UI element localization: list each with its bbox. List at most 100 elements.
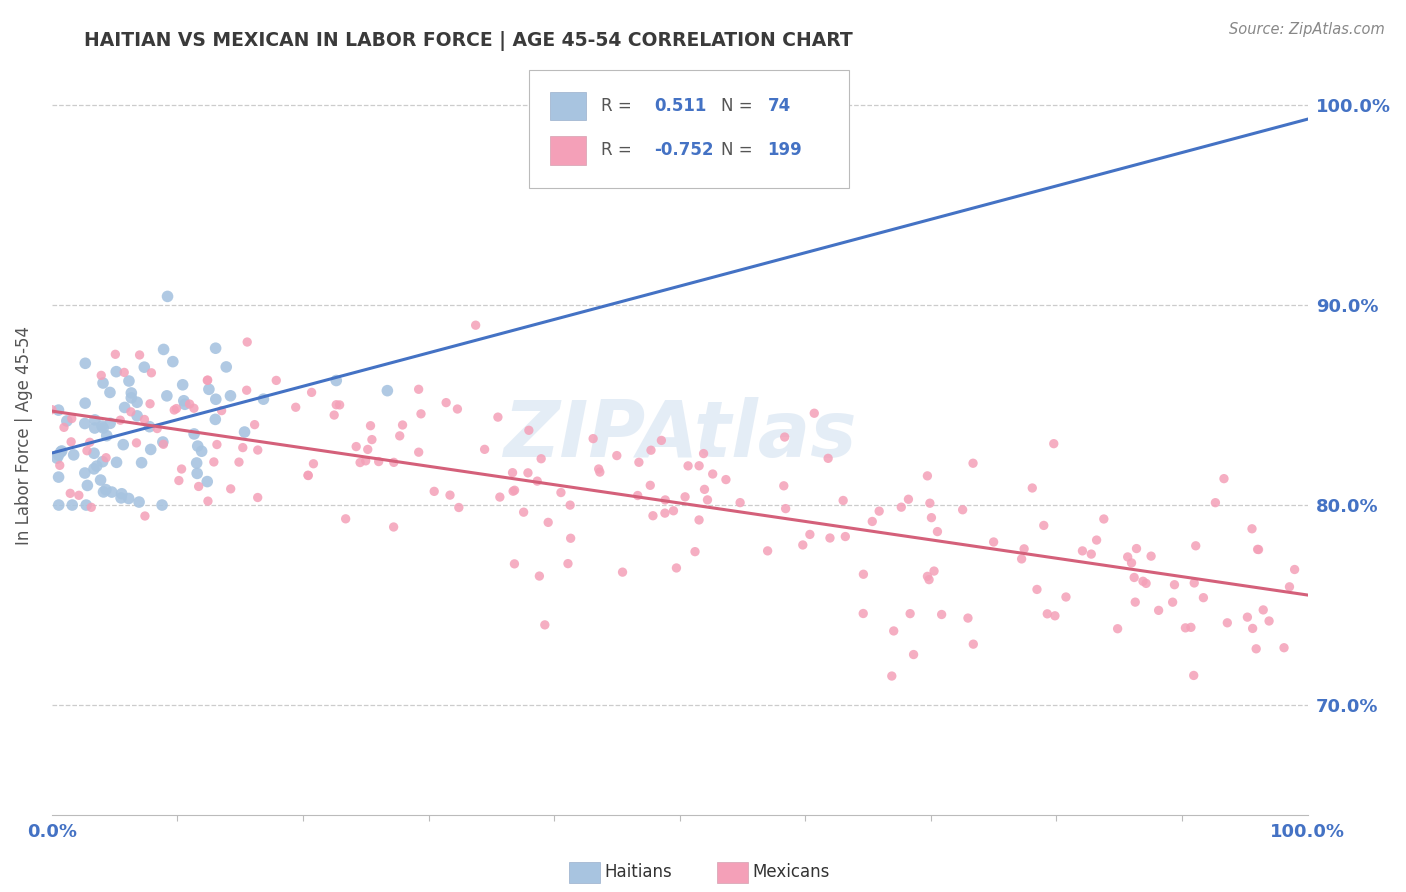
Point [120, 386, 142, 401]
Point [211, 403, 233, 417]
Point [799, 527, 821, 541]
Point [91, 455, 114, 469]
Text: HAITIAN VS MEXICAN IN LABOR FORCE | AGE 45-54 CORRELATION CHART: HAITIAN VS MEXICAN IN LABOR FORCE | AGE … [84, 31, 853, 51]
Text: 74: 74 [768, 97, 790, 115]
Point [773, 430, 796, 444]
Point [49, 445, 72, 459]
Point [1241, 622, 1264, 636]
Point [464, 318, 486, 333]
Point [382, 455, 405, 469]
Point [1116, 549, 1139, 564]
Point [792, 538, 814, 552]
Point [60, 434, 83, 449]
Point [775, 501, 797, 516]
Point [204, 412, 226, 426]
Point [301, 385, 323, 400]
Point [382, 520, 405, 534]
Point [60, 498, 83, 512]
Point [41, 402, 63, 417]
Point [423, 484, 446, 499]
Point [606, 449, 628, 463]
Text: Mexicans: Mexicans [752, 863, 830, 881]
Point [302, 457, 325, 471]
Point [186, 467, 208, 481]
Point [367, 454, 389, 468]
Point [922, 564, 945, 578]
Point [868, 504, 890, 518]
Point [187, 439, 209, 453]
Point [517, 466, 540, 480]
Point [409, 407, 432, 421]
Point [983, 535, 1005, 549]
Point [105, 455, 128, 469]
Point [1135, 576, 1157, 591]
Point [1054, 590, 1077, 604]
Point [173, 393, 195, 408]
Point [772, 479, 794, 493]
Point [195, 373, 218, 387]
Point [94, 450, 117, 465]
Point [1042, 436, 1064, 450]
Point [197, 373, 219, 387]
Point [1272, 640, 1295, 655]
Point [252, 392, 274, 406]
Point [714, 473, 737, 487]
Point [112, 366, 135, 380]
Point [558, 498, 581, 512]
Point [93, 484, 115, 499]
Point [676, 458, 699, 473]
Point [627, 455, 650, 469]
Point [529, 569, 551, 583]
Point [361, 433, 384, 447]
Point [728, 495, 751, 509]
Point [110, 413, 132, 427]
Point [83, 462, 105, 476]
Point [110, 491, 132, 505]
Point [502, 466, 524, 480]
Point [219, 482, 242, 496]
Point [903, 648, 925, 662]
Point [91, 421, 114, 435]
Point [447, 500, 470, 515]
Point [702, 467, 724, 481]
Point [526, 474, 548, 488]
Point [1092, 512, 1115, 526]
Point [388, 429, 411, 443]
Point [474, 442, 496, 457]
Bar [550, 136, 585, 164]
Point [650, 434, 672, 448]
Point [503, 483, 526, 498]
Point [179, 397, 201, 411]
Point [897, 492, 920, 507]
Point [1182, 576, 1205, 591]
Point [486, 410, 509, 425]
Point [83, 446, 105, 460]
Text: R =: R = [600, 97, 631, 115]
Point [360, 418, 382, 433]
Point [111, 487, 134, 501]
Point [589, 465, 612, 479]
Point [665, 561, 688, 575]
Text: Source: ZipAtlas.com: Source: ZipAtlas.com [1229, 22, 1385, 37]
Point [534, 618, 557, 632]
Point [96, 428, 118, 442]
Point [173, 397, 195, 411]
Point [134, 360, 156, 375]
Text: 199: 199 [768, 141, 803, 159]
Point [150, 498, 173, 512]
Point [688, 458, 710, 473]
Point [51, 444, 73, 458]
Point [962, 456, 984, 470]
Point [120, 405, 142, 419]
Point [90, 368, 112, 383]
Point [834, 530, 856, 544]
Point [502, 484, 524, 499]
Point [73, 417, 96, 431]
Point [197, 494, 219, 508]
Point [264, 373, 287, 387]
Point [588, 462, 610, 476]
Point [1123, 570, 1146, 584]
Point [434, 395, 457, 409]
Point [162, 354, 184, 368]
Point [62, 448, 84, 462]
